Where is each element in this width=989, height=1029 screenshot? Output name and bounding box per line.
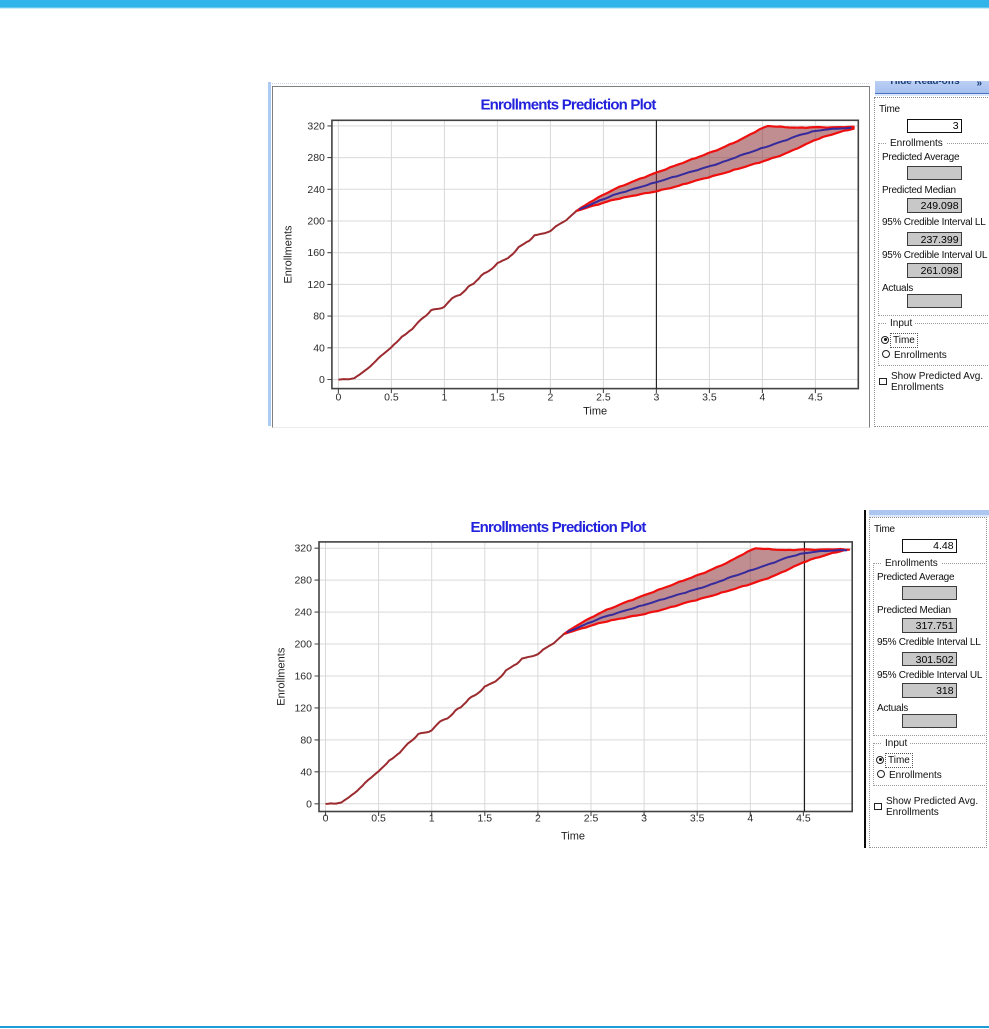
svg-text:1: 1 [429, 813, 435, 825]
svg-text:40: 40 [313, 342, 325, 354]
svg-text:0: 0 [319, 374, 325, 386]
svg-text:2: 2 [535, 813, 541, 825]
svg-text:120: 120 [307, 279, 325, 291]
svg-text:120: 120 [294, 702, 312, 714]
svg-text:1.5: 1.5 [477, 813, 492, 825]
svg-text:320: 320 [307, 120, 325, 132]
svg-text:0.5: 0.5 [384, 392, 399, 404]
svg-text:4.5: 4.5 [808, 392, 823, 404]
svg-text:1: 1 [441, 392, 447, 404]
svg-text:Enrollments: Enrollments [276, 647, 288, 706]
svg-text:0: 0 [306, 798, 312, 810]
svg-text:280: 280 [294, 575, 312, 587]
svg-text:Time: Time [561, 831, 585, 843]
svg-text:3: 3 [653, 392, 659, 404]
svg-text:4: 4 [759, 392, 765, 404]
svg-text:200: 200 [294, 639, 312, 651]
svg-text:160: 160 [307, 247, 325, 259]
svg-text:2: 2 [547, 392, 553, 404]
svg-text:Enrollments Prediction Plot: Enrollments Prediction Plot [480, 97, 656, 114]
svg-text:80: 80 [313, 311, 325, 323]
svg-text:2.5: 2.5 [596, 392, 611, 404]
svg-text:0.5: 0.5 [371, 813, 386, 825]
svg-text:4: 4 [747, 813, 753, 825]
svg-text:240: 240 [307, 184, 325, 196]
svg-text:1.5: 1.5 [490, 392, 505, 404]
svg-text:2.5: 2.5 [584, 813, 599, 825]
svg-text:0: 0 [323, 813, 329, 825]
svg-text:80: 80 [300, 734, 312, 746]
svg-text:0: 0 [335, 392, 341, 404]
svg-text:3.5: 3.5 [690, 813, 705, 825]
svg-text:3.5: 3.5 [702, 392, 717, 404]
svg-text:160: 160 [294, 671, 312, 683]
svg-text:4.5: 4.5 [796, 813, 811, 825]
svg-text:40: 40 [300, 766, 312, 778]
svg-text:320: 320 [294, 543, 312, 555]
svg-text:200: 200 [307, 216, 325, 228]
svg-text:Enrollments Prediction Plot: Enrollments Prediction Plot [470, 519, 646, 536]
svg-text:280: 280 [307, 152, 325, 164]
svg-text:240: 240 [294, 607, 312, 619]
svg-text:3: 3 [641, 813, 647, 825]
svg-text:Enrollments: Enrollments [283, 225, 295, 284]
svg-text:Time: Time [583, 406, 607, 418]
